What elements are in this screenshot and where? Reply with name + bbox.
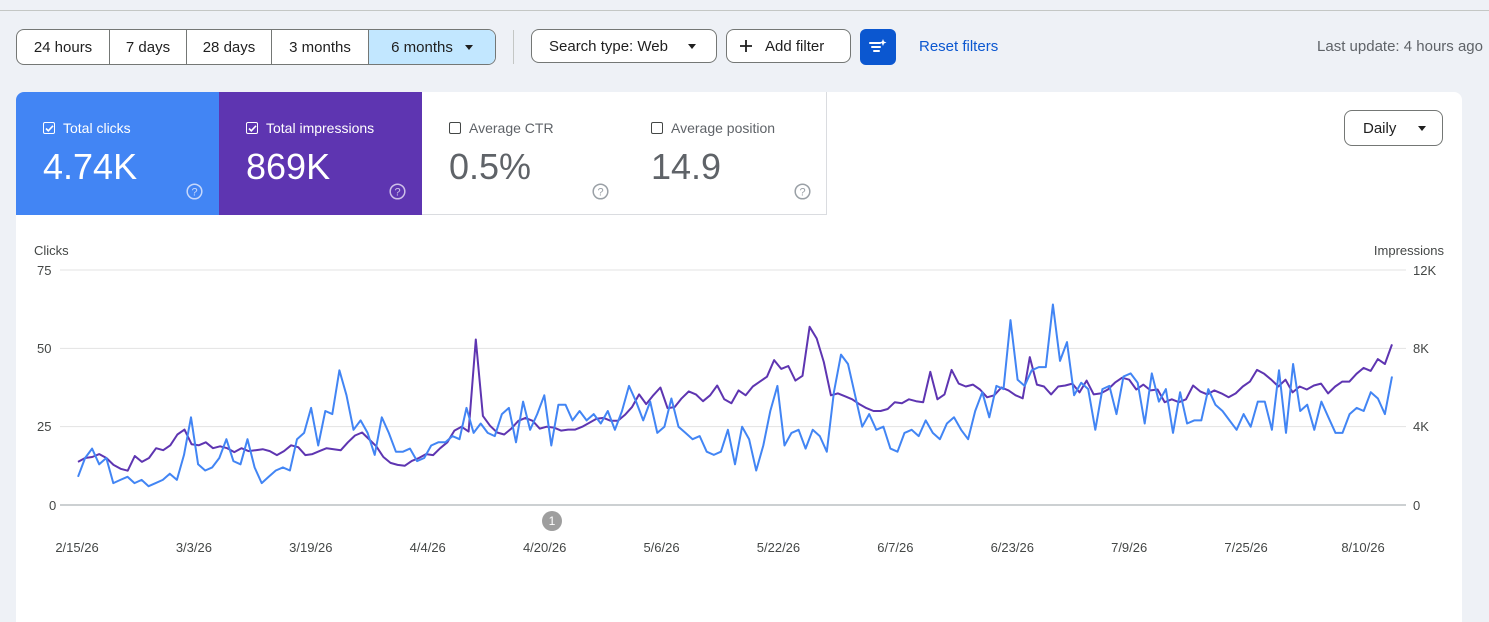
reset-filters-link[interactable]: Reset filters: [919, 38, 999, 55]
help-icon[interactable]: ?: [389, 183, 406, 200]
range-label: 24 hours: [33, 38, 93, 56]
add-filter-button[interactable]: Add filter: [726, 29, 851, 63]
svg-text:?: ?: [799, 187, 805, 199]
help-icon[interactable]: ?: [794, 183, 811, 200]
metric-total-impressions[interactable]: Total impressions 869K ?: [219, 92, 422, 215]
svg-text:?: ?: [597, 187, 603, 199]
checkbox-icon[interactable]: [246, 122, 258, 134]
x-tick-label: 7/9/26: [1111, 540, 1148, 555]
left-tick: 75: [37, 263, 52, 278]
metric-label: Total impressions: [266, 120, 375, 136]
performance-card: Total clicks 4.74K ? Total impressions 8…: [16, 92, 1462, 622]
range-3-months[interactable]: 3 months: [272, 30, 369, 64]
checkbox-icon[interactable]: [651, 122, 663, 134]
chevron-down-icon: [464, 44, 473, 50]
metric-header: Total clicks: [43, 120, 131, 136]
clicks-series-line: [77, 303, 1393, 488]
plus-icon: [740, 40, 752, 52]
range-28-days[interactable]: 28 days: [187, 30, 272, 64]
top-divider: [0, 10, 1489, 11]
x-tick-label: 6/7/26: [877, 540, 914, 555]
filter-sparkle-icon: [869, 39, 887, 52]
x-tick-label: 7/25/26: [1224, 540, 1268, 555]
metric-total-clicks[interactable]: Total clicks 4.74K ?: [16, 92, 219, 215]
metric-header: Average position: [651, 120, 775, 136]
x-tick-label: 5/6/26: [643, 540, 680, 555]
x-tick-label: 6/23/26: [990, 540, 1034, 555]
add-filter-label: Add filter: [765, 37, 825, 55]
metric-value: 0.5%: [449, 146, 532, 187]
x-tick-label: 3/3/26: [175, 540, 212, 555]
right-tick: 12K: [1413, 263, 1437, 278]
range-label: 3 months: [289, 38, 351, 56]
help-icon[interactable]: ?: [592, 183, 609, 200]
toolbar-divider: [513, 30, 514, 64]
x-tick-label: 3/19/26: [289, 540, 333, 555]
last-update-text: Last update: 4 hours ago: [1317, 38, 1483, 55]
metric-average-position[interactable]: Average position 14.9 ?: [624, 92, 827, 215]
help-icon[interactable]: ?: [186, 183, 203, 200]
impressions-series-line: [77, 325, 1393, 472]
right-tick: 0: [1413, 498, 1421, 513]
svg-text:?: ?: [394, 187, 400, 199]
range-7-days[interactable]: 7 days: [110, 30, 187, 64]
metric-header: Average CTR: [449, 120, 554, 136]
x-tick-label: 8/10/26: [1341, 540, 1385, 555]
left-tick: 0: [49, 498, 57, 513]
checkbox-icon[interactable]: [43, 122, 55, 134]
x-tick-label: 4/20/26: [522, 540, 567, 555]
right-tick: 8K: [1413, 341, 1429, 356]
svg-text:?: ?: [191, 187, 197, 199]
granularity-label: Daily: [1363, 119, 1397, 137]
range-6-months[interactable]: 6 months: [369, 30, 495, 64]
range-label: 7 days: [125, 38, 171, 56]
performance-chart: [60, 269, 1406, 506]
range-label: 6 months: [391, 38, 453, 56]
search-type-dropdown[interactable]: Search type: Web: [531, 29, 717, 63]
metric-label: Average position: [671, 120, 776, 136]
metric-value: 869K: [246, 146, 331, 187]
chevron-down-icon: [687, 43, 696, 49]
compare-filter-button[interactable]: [860, 29, 896, 65]
left-tick: 25: [37, 419, 52, 434]
metric-value: 4.74K: [43, 146, 138, 187]
x-tick-label: 4/4/26: [409, 540, 446, 555]
right-axis-title: Impressions: [1373, 243, 1444, 258]
time-range-selector: 24 hours 7 days 28 days 3 months 6 month…: [16, 29, 496, 65]
metric-header: Total impressions: [246, 120, 374, 136]
search-type-label: Search type: Web: [549, 37, 668, 55]
range-24-hours[interactable]: 24 hours: [17, 30, 110, 64]
range-label: 28 days: [202, 38, 256, 56]
left-axis-title: Clicks: [34, 243, 69, 258]
metric-average-ctr[interactable]: Average CTR 0.5% ?: [422, 92, 625, 215]
left-tick: 50: [37, 341, 52, 356]
right-tick: 4K: [1413, 419, 1429, 434]
annotation-marker[interactable]: 1: [542, 511, 562, 531]
x-tick-label: 5/22/26: [756, 540, 801, 555]
metric-value: 14.9: [651, 146, 722, 187]
metric-label: Average CTR: [469, 120, 554, 136]
chevron-down-icon: [1418, 125, 1427, 131]
granularity-dropdown[interactable]: Daily: [1344, 110, 1443, 146]
metric-label: Total clicks: [63, 120, 131, 136]
x-tick-label: 2/15/26: [55, 540, 99, 555]
checkbox-icon[interactable]: [449, 122, 461, 134]
